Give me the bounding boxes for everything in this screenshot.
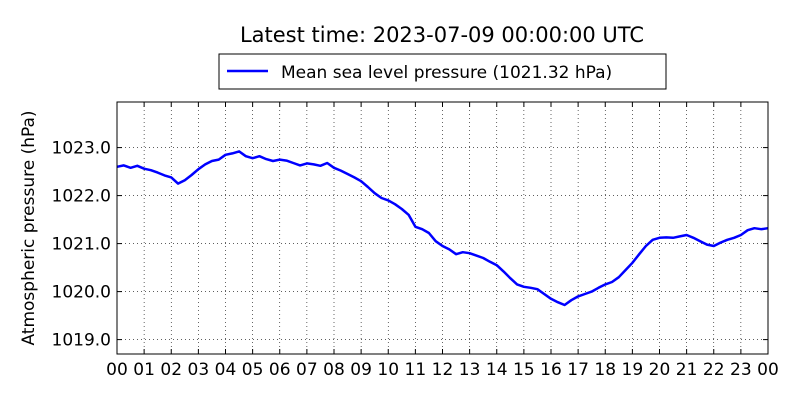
x-tick-label: 08 [323, 360, 345, 380]
x-tick-label: 11 [405, 360, 427, 380]
legend-label: Mean sea level pressure (1021.32 hPa) [281, 63, 612, 83]
ticks [116, 102, 769, 354]
x-tick-label: 18 [594, 360, 616, 380]
x-tick-label: 17 [567, 360, 589, 380]
x-tick-label: 04 [215, 360, 237, 380]
x-tick-label: 06 [269, 360, 291, 380]
y-tick-labels: 1019.0 1020.0 1021.0 1022.0 1023.0 [52, 139, 111, 351]
x-tick-label: 19 [622, 360, 644, 380]
grid [117, 102, 768, 354]
x-tick-label: 13 [459, 360, 481, 380]
x-tick-label: 23 [730, 360, 752, 380]
pressure-series-line [116, 150, 769, 307]
y-tick-label: 1020.0 [52, 283, 111, 303]
x-tick-label: 03 [188, 360, 210, 380]
y-tick-label: 1019.0 [52, 331, 111, 351]
legend: Mean sea level pressure (1021.32 hPa) [218, 53, 667, 90]
x-tick-label: 02 [160, 360, 182, 380]
x-tick-label: 15 [513, 360, 535, 380]
plot-area [116, 101, 769, 355]
x-tick-label: 09 [350, 360, 372, 380]
x-tick-label: 14 [486, 360, 508, 380]
x-tick-label: 21 [676, 360, 698, 380]
chart-title: Latest time: 2023-07-09 00:00:00 UTC [240, 23, 644, 47]
series-group [116, 150, 769, 307]
y-axis-label: Atmospheric pressure (hPa) [19, 110, 39, 345]
x-tick-label: 01 [133, 360, 155, 380]
x-tick-labels: 00 01 02 03 04 05 06 07 08 09 10 11 12 13 14 15 16 17 18 19… [106, 360, 779, 380]
x-tick-label: 20 [649, 360, 671, 380]
y-tick-label: 1022.0 [52, 187, 111, 207]
x-tick-label: 22 [703, 360, 725, 380]
x-tick-label: 05 [242, 360, 264, 380]
legend-box [218, 53, 667, 90]
x-tick-label: 00 [757, 360, 779, 380]
x-tick-label: 10 [377, 360, 399, 380]
x-tick-label: 00 [106, 360, 128, 380]
y-tick-label: 1021.0 [52, 235, 111, 255]
x-tick-label: 07 [296, 360, 318, 380]
x-tick-label: 16 [540, 360, 562, 380]
x-tick-label: 12 [432, 360, 454, 380]
y-tick-label: 1023.0 [52, 139, 111, 159]
